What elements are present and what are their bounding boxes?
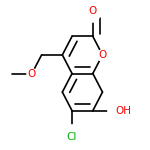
Text: Cl: Cl	[67, 132, 77, 142]
Text: O: O	[28, 69, 36, 78]
Text: O: O	[98, 50, 107, 60]
Text: O: O	[89, 6, 97, 16]
Text: OH: OH	[115, 106, 131, 116]
